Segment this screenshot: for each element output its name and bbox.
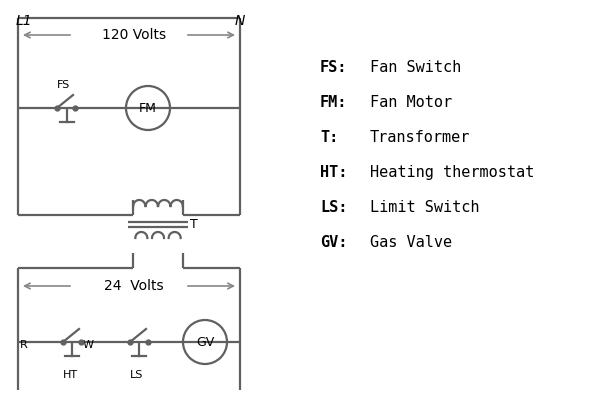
Text: Heating thermostat: Heating thermostat bbox=[370, 165, 535, 180]
Text: L1: L1 bbox=[16, 14, 32, 28]
Text: W: W bbox=[83, 340, 94, 350]
Text: Fan Switch: Fan Switch bbox=[370, 60, 461, 75]
Text: HT: HT bbox=[63, 370, 77, 380]
Text: FS: FS bbox=[57, 80, 70, 90]
Text: LS: LS bbox=[130, 370, 144, 380]
Text: GV: GV bbox=[196, 336, 214, 348]
Text: HT:: HT: bbox=[320, 165, 348, 180]
Text: Gas Valve: Gas Valve bbox=[370, 235, 452, 250]
Text: Transformer: Transformer bbox=[370, 130, 470, 145]
Text: FS:: FS: bbox=[320, 60, 348, 75]
Text: T: T bbox=[190, 218, 198, 230]
Text: GV:: GV: bbox=[320, 235, 348, 250]
Text: LS:: LS: bbox=[320, 200, 348, 215]
Text: Limit Switch: Limit Switch bbox=[370, 200, 480, 215]
Text: N: N bbox=[235, 14, 245, 28]
Text: FM: FM bbox=[139, 102, 157, 114]
Text: Fan Motor: Fan Motor bbox=[370, 95, 452, 110]
Text: R: R bbox=[20, 340, 28, 350]
Text: 120 Volts: 120 Volts bbox=[102, 28, 166, 42]
Text: 24  Volts: 24 Volts bbox=[104, 279, 164, 293]
Text: T:: T: bbox=[320, 130, 338, 145]
Text: FM:: FM: bbox=[320, 95, 348, 110]
